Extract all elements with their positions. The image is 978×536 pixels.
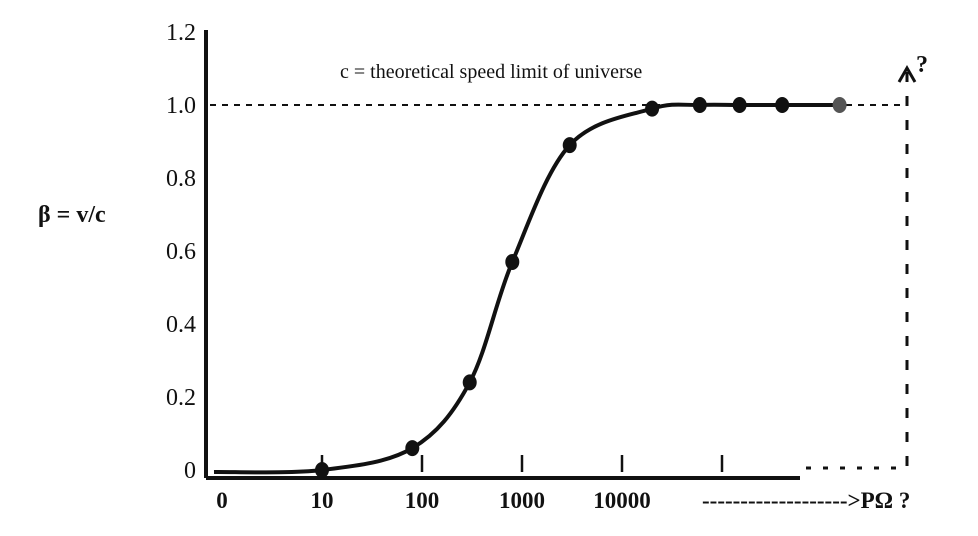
x-tick-label: 10000 <box>593 488 651 513</box>
y-tick-label: 0 <box>184 458 196 484</box>
data-point <box>562 137 577 154</box>
beta-curve <box>213 102 840 475</box>
y-tick-label: 0.2 <box>166 385 196 411</box>
x-tick-label: 1000 <box>499 488 545 513</box>
y-tick-label: 1.2 <box>166 20 196 46</box>
y-tick-labels: 1.2 1.0 0.8 0.6 0.4 0.2 0 <box>166 20 196 484</box>
y-tick-label: 1.0 <box>166 93 196 119</box>
data-point <box>505 253 520 270</box>
x-tick-label: 10 <box>311 488 334 513</box>
y-tick-label: 0.8 <box>166 166 196 192</box>
y-tick-label: 0.6 <box>166 239 196 265</box>
x-ticks <box>320 455 724 472</box>
y-axis-label: β = v/c <box>38 202 106 228</box>
data-point <box>775 97 790 113</box>
x-tick-label: 100 <box>405 488 440 513</box>
speed-limit-label: c = theoretical speed limit of universe <box>340 61 642 83</box>
data-points <box>315 97 847 478</box>
data-point <box>832 97 847 113</box>
data-point <box>405 440 420 457</box>
top-question-mark: ? <box>916 52 928 78</box>
data-point <box>645 100 660 117</box>
data-point <box>462 374 477 391</box>
up-arrow <box>897 64 917 83</box>
x-tick-label: 0 <box>216 488 228 513</box>
data-point <box>315 462 329 478</box>
data-point <box>692 97 707 113</box>
x-tick-labels: 0 10 100 1000 10000 <box>216 488 651 513</box>
y-tick-label: 0.4 <box>166 312 196 338</box>
x-axis-extension-text: ------------------->PΩ ? <box>702 488 910 513</box>
data-point <box>732 97 747 113</box>
